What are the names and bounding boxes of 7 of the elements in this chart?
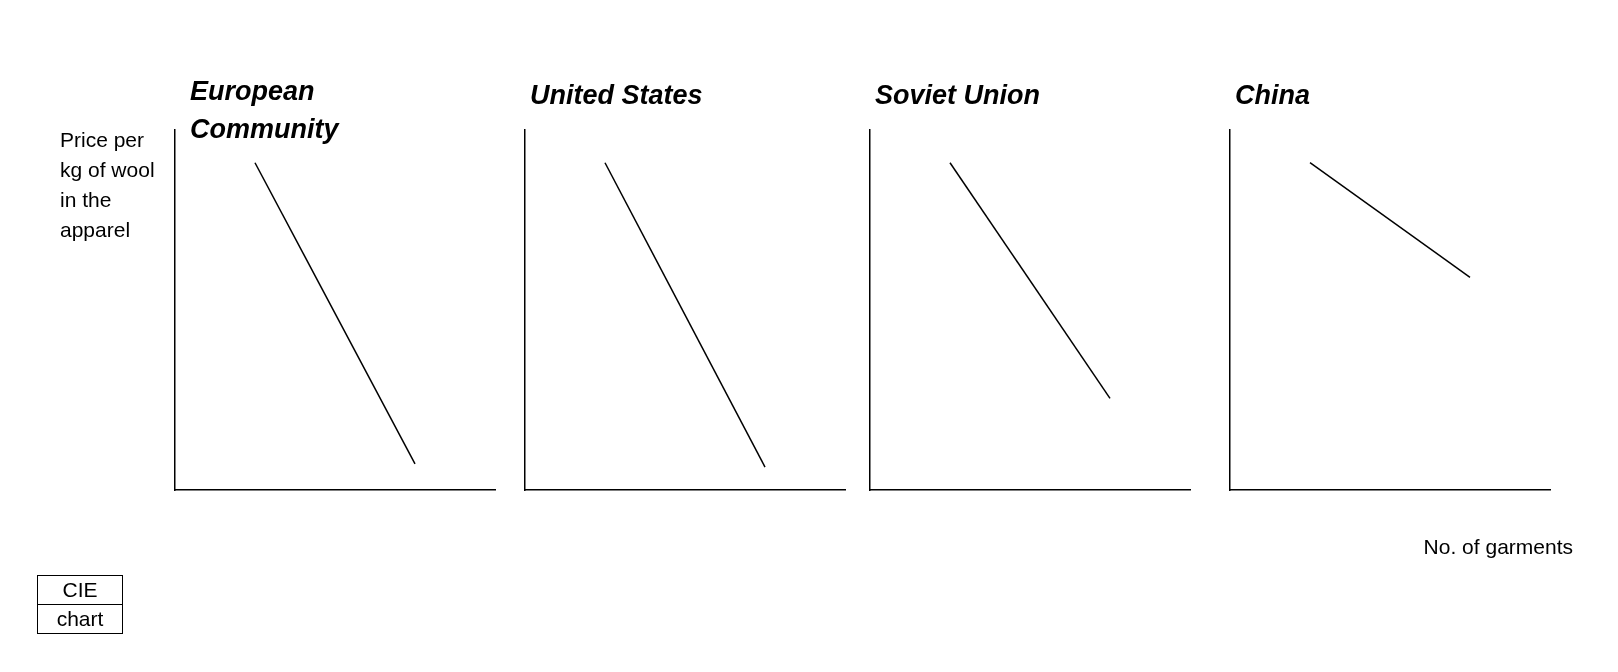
y-axis-title: Price per kg of wool in the apparel bbox=[60, 127, 156, 243]
chart-title: European Community bbox=[190, 75, 341, 146]
x-axis-title: No. of garments bbox=[1423, 535, 1573, 559]
text: CIE chart bbox=[38, 576, 122, 633]
chart-title: United States bbox=[530, 80, 703, 111]
chart-title: Soviet Union bbox=[875, 80, 1041, 111]
chart-title: China bbox=[1235, 80, 1311, 111]
